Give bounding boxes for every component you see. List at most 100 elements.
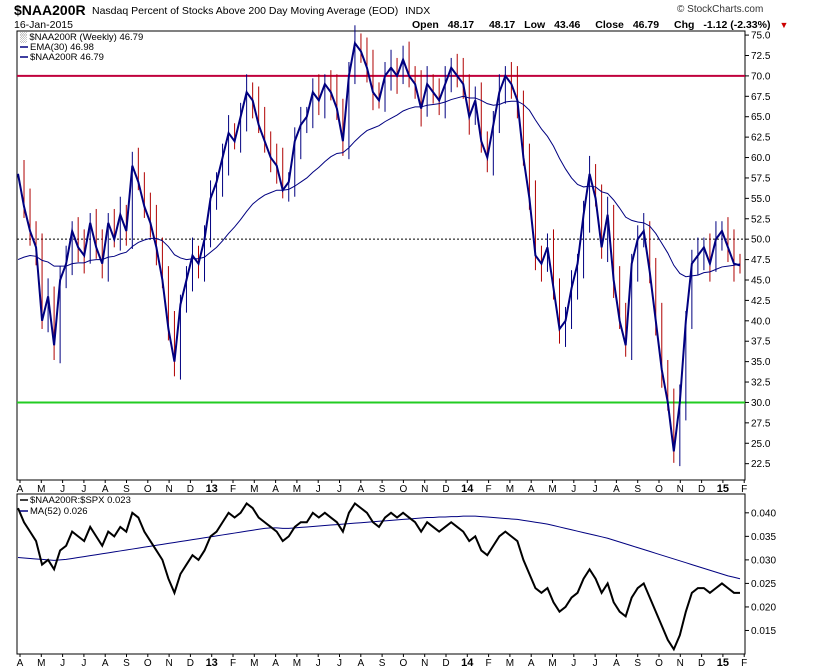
x-tick-label: S [379,658,386,668]
x-tick-label: A [272,484,279,495]
price-panel-frame [16,30,746,481]
y-tick-label: 35.0 [751,357,771,368]
x-tick-label: J [337,658,342,668]
y-tick-label: 32.5 [751,378,771,389]
x-tick-label: N [421,484,428,495]
legend-ratio-ma: MA(52) 0.026 [30,506,88,517]
open-label: Open [412,19,439,31]
x-tick-label: N [421,658,428,668]
high-value: 48.17 [488,19,516,31]
x-tick-label: S [123,484,130,495]
x-tick-label: F [741,658,747,668]
x-tick-label: J [60,484,65,495]
x-tick-label: S [379,484,386,495]
x-tick-label: M [293,658,301,668]
x-tick-label: O [400,484,408,495]
x-tick-label: M [37,658,45,668]
close-label: Close [595,19,624,31]
x-tick-label: N [165,484,172,495]
x-tick-label: J [571,484,576,495]
chg-value: -1.12 (-2.33%) [703,19,771,31]
y-tick-label: 47.5 [751,255,771,266]
x-tick-label: A [613,658,620,668]
x-tick-label: S [634,484,641,495]
chg-label: Chg [674,19,695,31]
x-tick-label: J [571,658,576,668]
x-tick-label: F [486,484,492,495]
y-tick-label: 0.020 [751,602,776,613]
y-tick-label: 67.5 [751,92,771,103]
x-tick-label: 14 [461,483,474,495]
x-tick-label: D [698,658,705,668]
y-tick-label: 70.0 [751,71,771,82]
y-tick-label: 25.0 [751,439,771,450]
y-tick-label: 55.0 [751,194,771,205]
chart-description: Nasdaq Percent of Stocks Above 200 Day M… [92,5,430,17]
ratio-panel-frame [16,493,746,655]
x-tick-label: A [102,658,109,668]
y-tick-label: 75.0 [751,31,771,42]
y-tick-label: 72.5 [751,51,771,62]
x-tick-label: D [442,658,449,668]
x-tick-label: J [337,484,342,495]
y-tick-label: 30.0 [751,398,771,409]
low-label: Low [524,19,546,31]
x-tick-label: D [187,658,194,668]
y-tick-label: 22.5 [751,459,771,470]
y-tick-label: 60.0 [751,153,771,164]
exchange-label: INDX [405,5,431,17]
x-tick-label: O [144,484,152,495]
x-tick-label: A [357,658,364,668]
legend-price: $NAA200R 46.79 [30,52,104,63]
legend-ratio: $NAA200R:$SPX 0.023 [30,495,131,506]
x-tick-label: M [250,484,258,495]
x-tick-label: N [677,658,684,668]
x-tick-label: 15 [717,483,729,495]
chart-description-text: Nasdaq Percent of Stocks Above 200 Day M… [92,5,399,17]
y-tick-label: 52.5 [751,214,771,225]
x-tick-label: A [528,484,535,495]
y-tick-label: 57.5 [751,173,771,184]
x-tick-label: S [123,658,130,668]
y-tick-label: 50.0 [751,235,771,246]
y-tick-label: 65.0 [751,112,771,123]
x-tick-label: 13 [206,483,218,495]
x-tick-label: M [293,484,301,495]
copyright-label: © StockCharts.com [677,4,764,15]
y-tick-label: 27.5 [751,418,771,429]
x-tick-label: A [528,658,535,668]
x-tick-label: M [548,484,556,495]
x-tick-label: M [37,484,45,495]
y-tick-label: 0.040 [751,508,776,519]
y-tick-label: 0.015 [751,626,776,637]
y-tick-label: 40.0 [751,316,771,327]
x-tick-label: M [506,658,514,668]
x-tick-label: M [506,484,514,495]
quote-summary: Open 48.17 48.17 Low 43.46 Close 46.79 C… [412,19,800,31]
x-tick-label: M [250,658,258,668]
y-tick-label: 37.5 [751,337,771,348]
x-tick-label: F [230,658,236,668]
x-tick-label: A [613,484,620,495]
ratio-line [17,501,740,652]
x-tick-label: O [655,484,663,495]
x-tick-label: A [357,484,364,495]
x-tick-label: A [17,484,24,495]
x-tick-label: D [698,484,705,495]
x-tick-label: O [144,658,152,668]
y-tick-label: 0.030 [751,555,776,566]
x-tick-label: F [230,484,236,495]
y-tick-label: 0.025 [751,579,776,590]
x-tick-label: O [400,658,408,668]
close-value: 46.79 [632,19,660,31]
x-tick-label: S [634,658,641,668]
y-tick-label: 0.035 [751,532,776,543]
ratio-ma52-line [17,515,741,580]
chart-date: 16-Jan-2015 [14,19,73,31]
x-tick-label: 13 [206,657,218,668]
x-tick-label: 15 [717,657,729,668]
x-tick-label: J [316,658,321,668]
x-tick-label: J [593,484,598,495]
open-value: 48.17 [447,19,475,31]
